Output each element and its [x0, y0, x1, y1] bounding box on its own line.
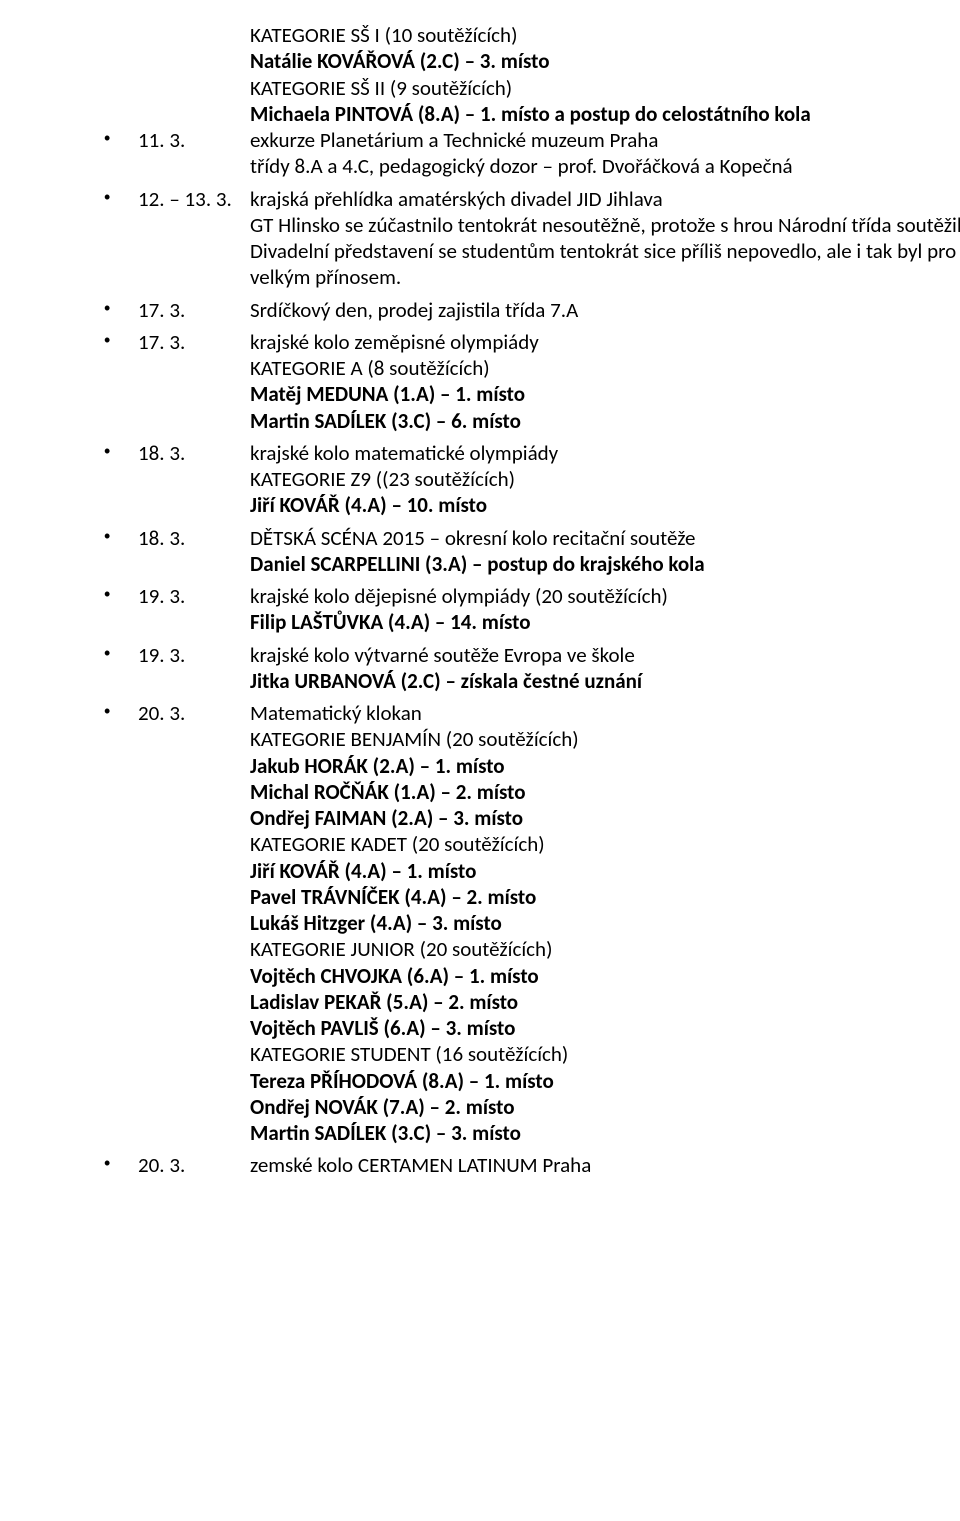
- result-line: Lukáš Hitzger (4.A) – 3. místo: [250, 910, 960, 936]
- event-content: krajské kolo matematické olympiádyKATEGO…: [250, 440, 960, 519]
- result-line: Ondřej NOVÁK (7.A) – 2. místo: [250, 1094, 960, 1120]
- event-date: 19. 3.: [138, 642, 250, 695]
- text-line: KATEGORIE KADET (20 soutěžících): [250, 831, 960, 857]
- event-content: Matematický klokanKATEGORIE BENJAMÍN (20…: [250, 700, 960, 1146]
- event-item: 18. 3.DĚTSKÁ SCÉNA 2015 – okresní kolo r…: [90, 525, 960, 578]
- result-line: Jitka URBANOVÁ (2.C) – získala čestné uz…: [250, 668, 960, 694]
- continuation-block: KATEGORIE SŠ I (10 soutěžících)Natálie K…: [250, 22, 960, 127]
- result-line: Jiří KOVÁŘ (4.A) – 10. místo: [250, 492, 960, 518]
- text-line: KATEGORIE Z9 ((23 soutěžících): [250, 466, 960, 492]
- result-line: Matěj MEDUNA (1.A) – 1. místo: [250, 381, 960, 407]
- text-line: krajská přehlídka amatérských divadel JI…: [250, 186, 960, 212]
- text-line: KATEGORIE STUDENT (16 soutěžících): [250, 1041, 960, 1067]
- event-date: 18. 3.: [138, 440, 250, 519]
- event-content: DĚTSKÁ SCÉNA 2015 – okresní kolo recitač…: [250, 525, 960, 578]
- event-item: 20. 3.zemské kolo CERTAMEN LATINUM Praha: [90, 1152, 960, 1178]
- result-line: Ladislav PEKAŘ (5.A) – 2. místo: [250, 989, 960, 1015]
- text-line: KATEGORIE BENJAMÍN (20 soutěžících): [250, 726, 960, 752]
- event-content: Srdíčkový den, prodej zajistila třída 7.…: [250, 297, 960, 323]
- event-item: 17. 3.krajské kolo zeměpisné olympiádyKA…: [90, 329, 960, 434]
- result-line: Jakub HORÁK (2.A) – 1. místo: [250, 753, 960, 779]
- event-content: krajské kolo výtvarné soutěže Evropa ve …: [250, 642, 960, 695]
- text-line: krajské kolo zeměpisné olympiády: [250, 329, 960, 355]
- event-item: 19. 3.krajské kolo výtvarné soutěže Evro…: [90, 642, 960, 695]
- event-date: 17. 3.: [138, 329, 250, 434]
- event-item: 11. 3.exkurze Planetárium a Technické mu…: [90, 127, 960, 180]
- result-line: Jiří KOVÁŘ (4.A) – 1. místo: [250, 858, 960, 884]
- event-date: 18. 3.: [138, 525, 250, 578]
- event-content: krajské kolo dějepisné olympiády (20 sou…: [250, 583, 960, 636]
- event-content: exkurze Planetárium a Technické muzeum P…: [250, 127, 960, 180]
- event-content: zemské kolo CERTAMEN LATINUM Praha: [250, 1152, 960, 1178]
- event-item: 17. 3.Srdíčkový den, prodej zajistila tř…: [90, 297, 960, 323]
- text-line: krajské kolo matematické olympiády: [250, 440, 960, 466]
- result-line: Vojtěch CHVOJKA (6.A) – 1. místo: [250, 963, 960, 989]
- text-line: KATEGORIE A (8 soutěžících): [250, 355, 960, 381]
- result-line: Filip LAŠTŮVKA (4.A) – 14. místo: [250, 609, 960, 635]
- text-line: exkurze Planetárium a Technické muzeum P…: [250, 127, 960, 153]
- text-line: třídy 8.A a 4.C, pedagogický dozor – pro…: [250, 153, 960, 179]
- result-line: Natálie KOVÁŘOVÁ (2.C) – 3. místo: [250, 48, 960, 74]
- text-line: KATEGORIE JUNIOR (20 soutěžících): [250, 936, 960, 962]
- result-line: Tereza PŘÍHODOVÁ (8.A) – 1. místo: [250, 1068, 960, 1094]
- text-line: GT Hlinsko se zúčastnilo tentokrát nesou…: [250, 212, 960, 291]
- text-line: zemské kolo CERTAMEN LATINUM Praha: [250, 1152, 960, 1178]
- result-line: Ondřej FAIMAN (2.A) – 3. místo: [250, 805, 960, 831]
- text-line: KATEGORIE SŠ I (10 soutěžících): [250, 22, 960, 48]
- event-content: krajská přehlídka amatérských divadel JI…: [250, 186, 960, 291]
- event-item: 19. 3.krajské kolo dějepisné olympiády (…: [90, 583, 960, 636]
- text-line: DĚTSKÁ SCÉNA 2015 – okresní kolo recitač…: [250, 525, 960, 551]
- result-line: Daniel SCARPELLINI (3.A) – postup do kra…: [250, 551, 960, 577]
- event-date: 12. – 13. 3.: [138, 186, 250, 291]
- result-line: Michal ROČŇÁK (1.A) – 2. místo: [250, 779, 960, 805]
- text-line: Matematický klokan: [250, 700, 960, 726]
- result-line: Martin SADÍLEK (3.C) – 3. místo: [250, 1120, 960, 1146]
- result-line: Martin SADÍLEK (3.C) – 6. místo: [250, 408, 960, 434]
- event-item: 12. – 13. 3.krajská přehlídka amatérskýc…: [90, 186, 960, 291]
- text-line: Srdíčkový den, prodej zajistila třída 7.…: [250, 297, 960, 323]
- event-list: 11. 3.exkurze Planetárium a Technické mu…: [90, 127, 960, 1179]
- event-item: 20. 3.Matematický klokanKATEGORIE BENJAM…: [90, 700, 960, 1146]
- result-line: Michaela PINTOVÁ (8.A) – 1. místo a post…: [250, 101, 960, 127]
- result-line: Vojtěch PAVLIŠ (6.A) – 3. místo: [250, 1015, 960, 1041]
- event-date: 20. 3.: [138, 1152, 250, 1178]
- event-date: 11. 3.: [138, 127, 250, 180]
- result-line: Pavel TRÁVNÍČEK (4.A) – 2. místo: [250, 884, 960, 910]
- event-date: 17. 3.: [138, 297, 250, 323]
- event-content: krajské kolo zeměpisné olympiádyKATEGORI…: [250, 329, 960, 434]
- event-date: 20. 3.: [138, 700, 250, 1146]
- text-line: krajské kolo výtvarné soutěže Evropa ve …: [250, 642, 960, 668]
- event-item: 18. 3.krajské kolo matematické olympiády…: [90, 440, 960, 519]
- text-line: KATEGORIE SŠ II (9 soutěžících): [250, 75, 960, 101]
- event-date: 19. 3.: [138, 583, 250, 636]
- text-line: krajské kolo dějepisné olympiády (20 sou…: [250, 583, 960, 609]
